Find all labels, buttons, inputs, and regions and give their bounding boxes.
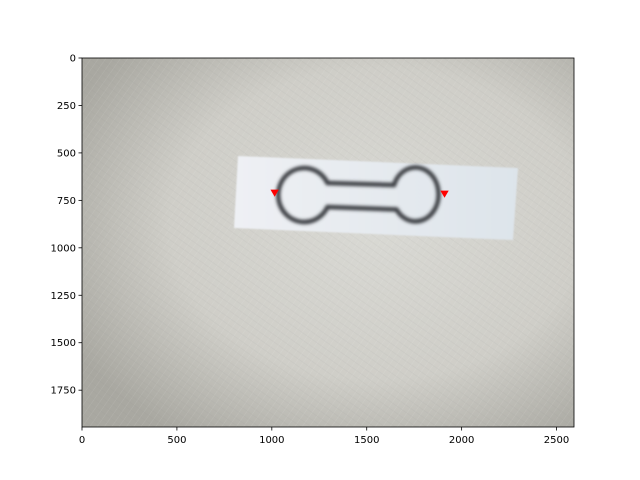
photo-image: [82, 58, 574, 427]
x-tick-label: 500: [167, 435, 186, 446]
y-tick-label: 1750: [51, 386, 76, 397]
y-tick-label: 1500: [51, 338, 76, 349]
x-tick-label: 1500: [354, 435, 379, 446]
y-tick-label: 0: [70, 54, 76, 65]
x-axis: 0 500 1000 1500 2000 2500: [79, 427, 569, 446]
axes-frame: [81, 57, 575, 428]
y-tick-label: 1250: [51, 291, 76, 302]
paper-strip: [234, 156, 518, 240]
x-tick-label: 0: [79, 435, 85, 446]
dumbbell-outline: [275, 165, 441, 225]
y-tick-label: 750: [57, 196, 76, 207]
y-tick-label: 1000: [51, 243, 76, 254]
y-tick-label: 500: [57, 148, 76, 159]
marker-series: [270, 189, 449, 198]
y-tick-label: 250: [57, 101, 76, 112]
x-tick-label: 2000: [449, 435, 474, 446]
triangle-marker: [270, 189, 279, 197]
y-axis: 0 250 500 750 1000 1250 1500 1750: [51, 54, 82, 397]
x-tick-label: 1000: [259, 435, 284, 446]
x-tick-label: 2500: [544, 435, 569, 446]
triangle-marker: [440, 190, 449, 198]
